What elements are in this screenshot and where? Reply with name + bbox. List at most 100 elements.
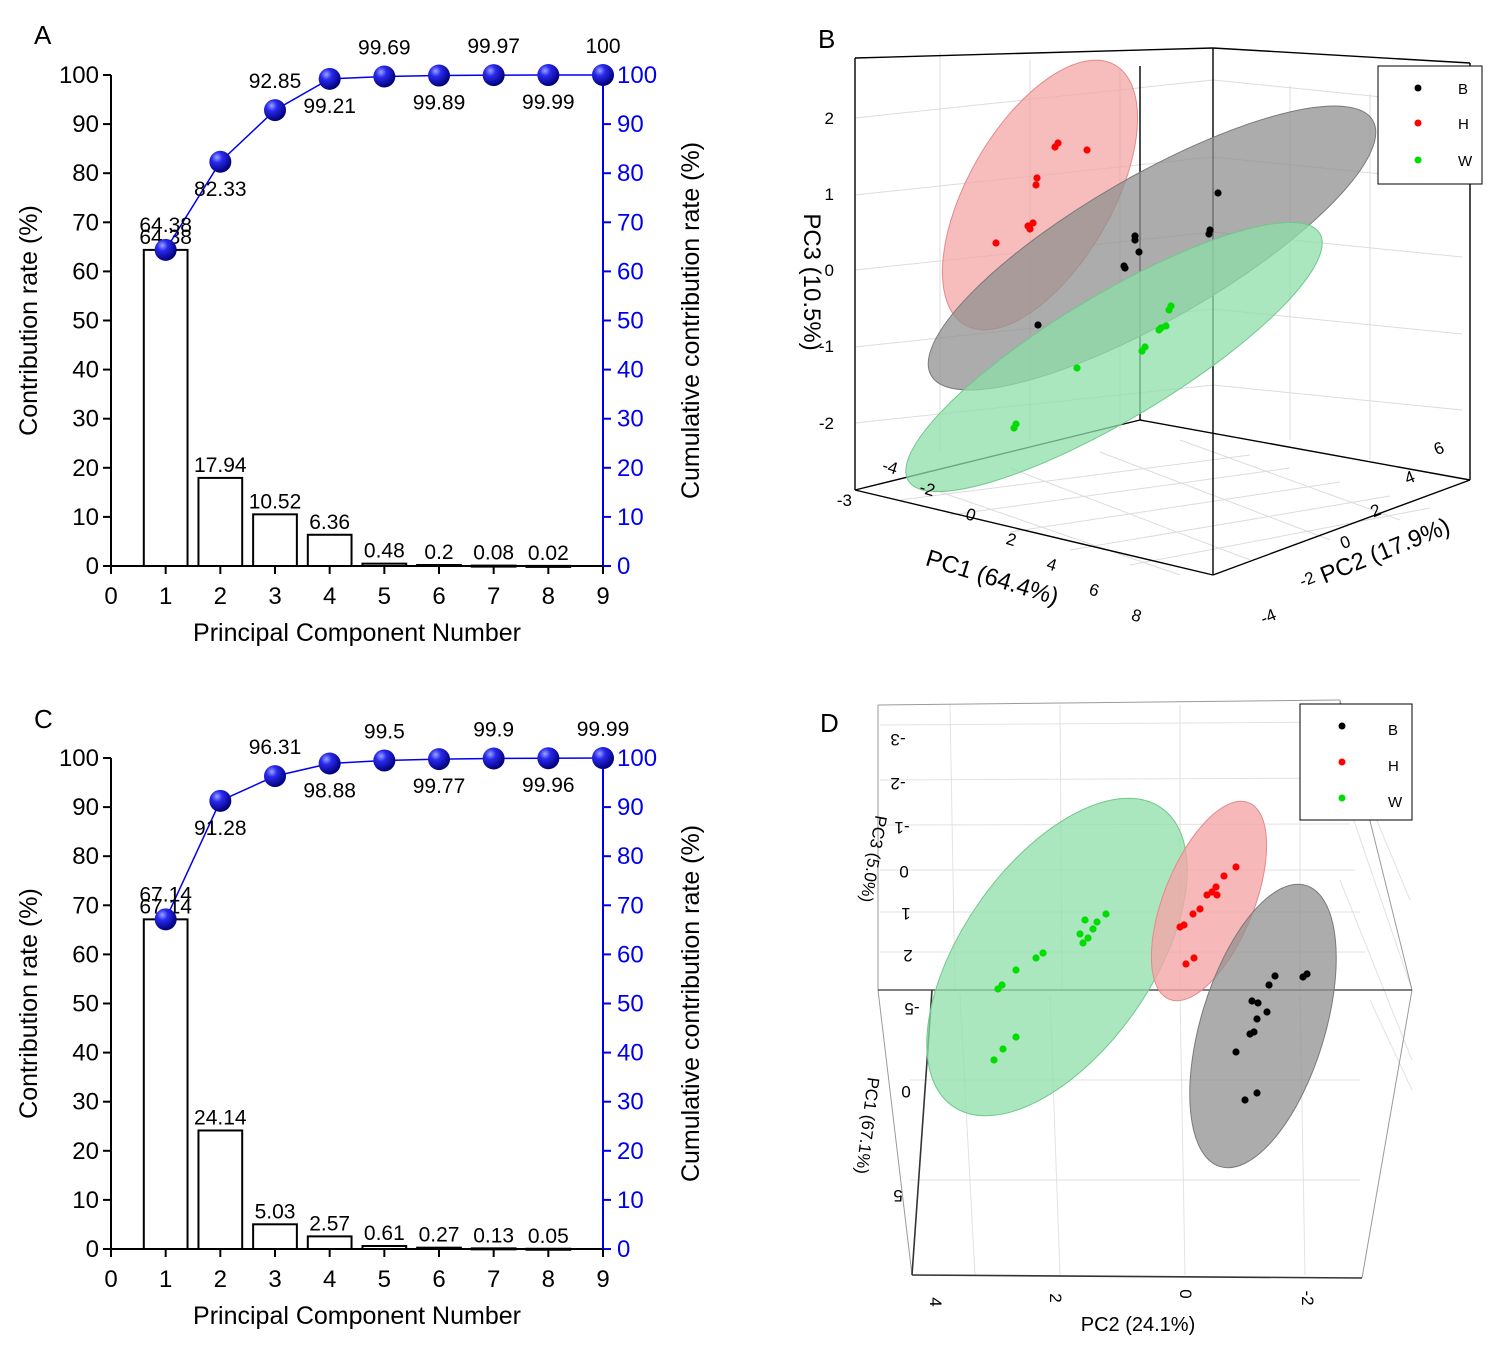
panel-label-d: D bbox=[820, 708, 839, 738]
cumulative-value-label: 92.85 bbox=[249, 70, 302, 93]
x-tick: 6 bbox=[1087, 580, 1102, 601]
y-tick-label: 40 bbox=[72, 1040, 99, 1067]
bar-value-label: 0.05 bbox=[528, 1225, 569, 1248]
bar bbox=[197, 1129, 244, 1251]
cumulative-point bbox=[209, 150, 232, 173]
bar-value-label: 0.27 bbox=[419, 1224, 460, 1247]
data-point bbox=[1182, 960, 1190, 968]
y2-tick-label: 70 bbox=[617, 209, 644, 236]
x-ticks-d: 4 2 0 -2 bbox=[926, 1289, 1317, 1306]
data-point bbox=[1299, 973, 1307, 981]
data-point bbox=[1271, 972, 1279, 980]
y2-tick-label: 50 bbox=[617, 308, 644, 335]
y-axis-label: Contribution rate (%) bbox=[15, 888, 43, 1119]
data-point bbox=[1121, 264, 1129, 272]
y-tick-label: 30 bbox=[72, 406, 99, 433]
z-tick: -3 bbox=[890, 730, 905, 749]
y2-tick-label: 40 bbox=[617, 1040, 644, 1067]
pca-3d-plot-b: 2 1 0 -1 -2 -3 PC3 (10.5%) -4 -2 0 2 4 6… bbox=[798, 47, 1483, 628]
bar-value-label: 2.57 bbox=[309, 1212, 350, 1235]
z-tick: 2 bbox=[903, 946, 912, 965]
y-axis-label-b: PC2 (17.9%) bbox=[1316, 513, 1454, 590]
legend-item-h: H bbox=[1388, 758, 1399, 775]
x-tick-label: 7 bbox=[487, 1266, 500, 1293]
x-tick-label: 2 bbox=[214, 583, 227, 610]
bar bbox=[252, 513, 298, 567]
data-point bbox=[999, 1045, 1007, 1053]
y-axis-label: Contribution rate (%) bbox=[15, 205, 43, 436]
y-tick-label: 20 bbox=[72, 1138, 99, 1165]
data-point bbox=[1176, 923, 1184, 931]
y-tick: -5 bbox=[904, 999, 919, 1018]
cumulative-value-label: 91.28 bbox=[194, 817, 247, 840]
bar-value-label: 0.48 bbox=[364, 540, 405, 563]
data-point bbox=[1253, 1015, 1261, 1023]
x-tick-label: 5 bbox=[378, 1266, 391, 1293]
cumulative-point bbox=[592, 747, 614, 770]
y2-tick-label: 10 bbox=[617, 1187, 644, 1214]
bar-value-label: 0.08 bbox=[473, 542, 514, 565]
ellipse-b bbox=[1189, 883, 1337, 1169]
y2-tick-label: 100 bbox=[617, 62, 657, 89]
x-tick-label: 5 bbox=[378, 583, 391, 610]
bar bbox=[525, 564, 572, 568]
data-point bbox=[1073, 364, 1081, 372]
y2-tick-label: 70 bbox=[617, 892, 644, 919]
x-tick-label: 6 bbox=[432, 1266, 445, 1293]
x-tick: -4 bbox=[880, 456, 900, 479]
bar bbox=[197, 476, 244, 568]
pca-3d-plot-d: -3 -2 -1 0 1 2 PC3 (5.0%) -5 0 5 PC1 (67… bbox=[852, 699, 1413, 1336]
data-point bbox=[1034, 321, 1042, 329]
y2-tick-label: 30 bbox=[617, 406, 644, 433]
y2-tick-label: 90 bbox=[617, 794, 644, 821]
bar-value-label: 67.14 bbox=[139, 895, 192, 918]
cumulative-value-label: 98.88 bbox=[303, 779, 356, 802]
y-tick-label: 20 bbox=[72, 455, 99, 482]
data-point bbox=[1253, 1089, 1261, 1097]
cumulative-point bbox=[154, 908, 177, 931]
bar bbox=[361, 562, 408, 567]
x-tick-label: 7 bbox=[487, 583, 500, 610]
data-point bbox=[992, 239, 1000, 247]
y-tick-label: 70 bbox=[72, 892, 99, 919]
z-tick: -2 bbox=[890, 774, 905, 793]
cumulative-value-label: 96.31 bbox=[249, 736, 302, 759]
cumulative-value-label: 99.89 bbox=[413, 92, 466, 115]
legend-marker-b bbox=[1338, 722, 1346, 730]
x-tick-label: 6 bbox=[432, 583, 445, 610]
data-point bbox=[1010, 424, 1018, 432]
bar bbox=[416, 564, 462, 568]
cumulative-value-label: 99.5 bbox=[364, 720, 405, 743]
data-point bbox=[1220, 872, 1228, 880]
x-tick-label: 1 bbox=[159, 1266, 172, 1293]
y-tick-label: 60 bbox=[72, 258, 99, 285]
data-point bbox=[1214, 189, 1222, 197]
x-tick-label: 9 bbox=[596, 583, 609, 610]
y-tick-label: 80 bbox=[72, 843, 99, 870]
cumulative-value-label: 82.33 bbox=[194, 178, 247, 201]
ellipses-b bbox=[905, 59, 1377, 493]
y-ticks-d: -5 0 5 bbox=[893, 999, 919, 1205]
y-tick-label: 30 bbox=[72, 1089, 99, 1116]
x-tick: 8 bbox=[1129, 605, 1144, 626]
bar-value-label: 64.38 bbox=[139, 226, 192, 249]
legend-item-w: W bbox=[1458, 153, 1473, 170]
data-point bbox=[1051, 143, 1059, 151]
cumulative-point bbox=[537, 64, 560, 87]
data-point bbox=[1254, 999, 1262, 1007]
x-ticks-b: -4 -2 0 2 4 6 8 bbox=[880, 456, 1144, 626]
cumulative-point bbox=[592, 64, 614, 86]
y-tick: 6 bbox=[1431, 438, 1447, 459]
legend-marker-w bbox=[1338, 794, 1346, 802]
x-tick: 0 bbox=[964, 504, 979, 525]
y-ticks-b: -4 -2 0 2 4 6 bbox=[1258, 438, 1447, 628]
cumulative-point bbox=[373, 65, 396, 88]
z-axis-label-d: PC3 (5.0%) bbox=[856, 814, 890, 904]
data-point bbox=[1081, 916, 1089, 924]
cumulative-point bbox=[318, 67, 341, 90]
cumulative-point bbox=[209, 789, 232, 812]
y2-tick-label: 20 bbox=[617, 455, 644, 482]
z-ticks-b: 2 1 0 -1 -2 -3 bbox=[819, 109, 852, 510]
bar-value-label: 0.02 bbox=[528, 542, 569, 565]
cumulative-value-label: 99.69 bbox=[358, 37, 411, 60]
